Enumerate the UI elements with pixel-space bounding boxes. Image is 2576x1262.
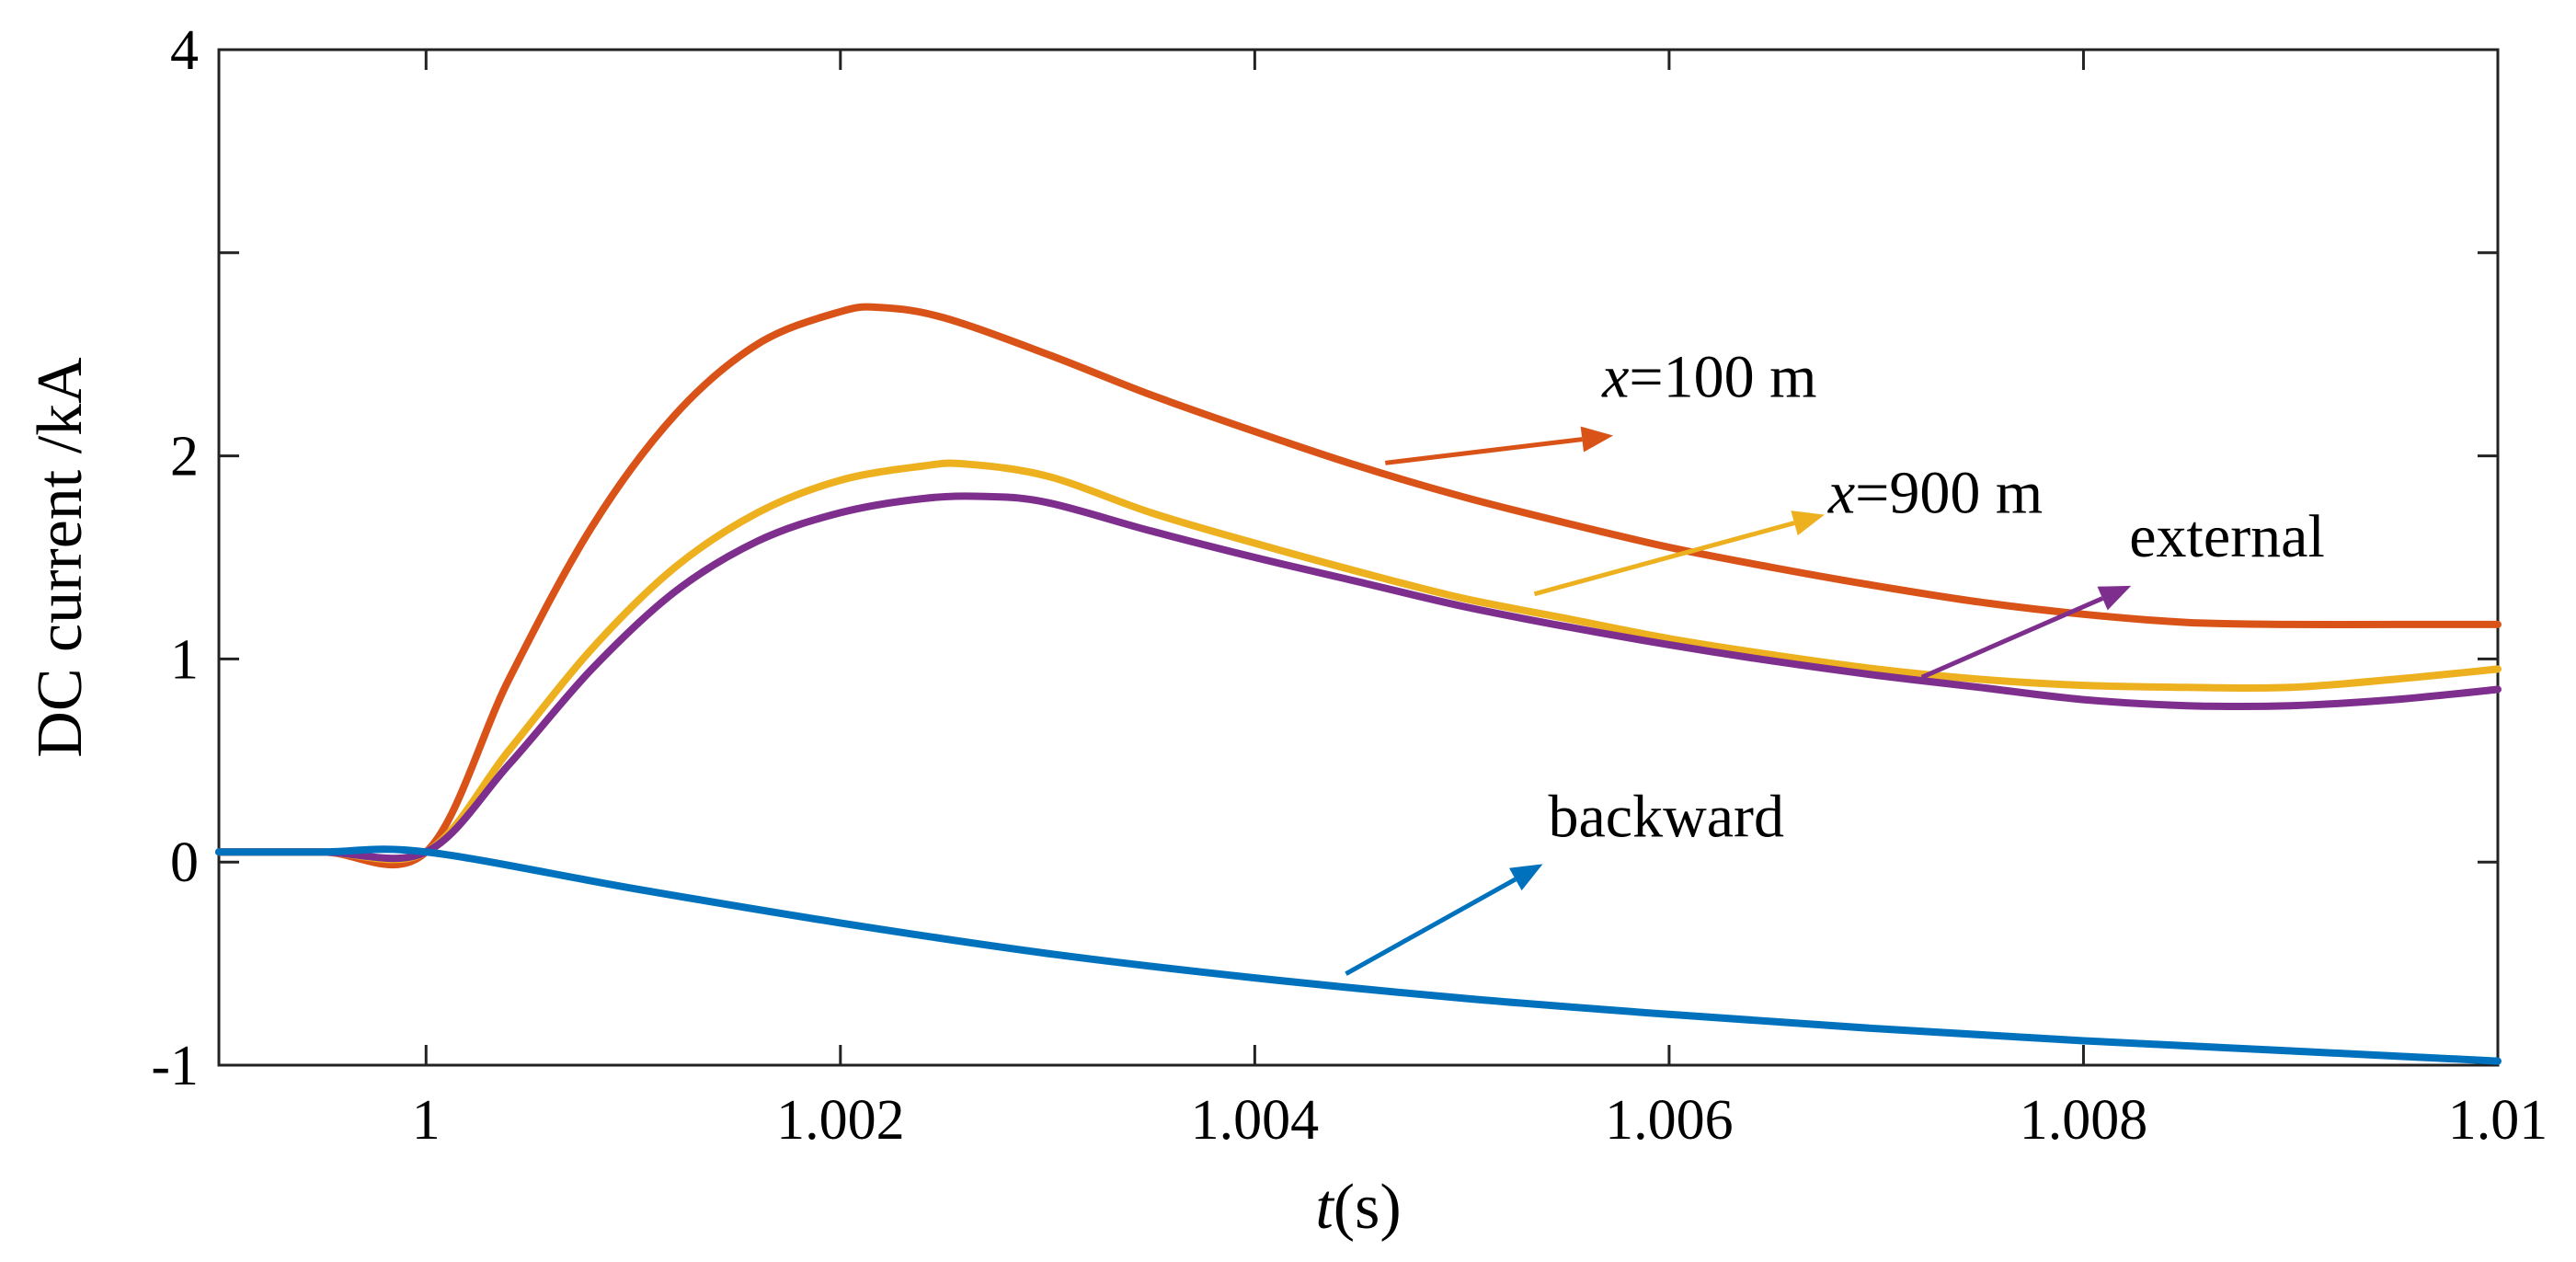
arrow-shaft-x-900-m [1533,521,1795,597]
x-tick-label: 1.006 [1605,1089,1734,1152]
arrow-head-x-100-m [1580,426,1614,453]
annotation-label-x-900-m: x=900 m [1827,460,2043,527]
annotation-label-external: external [2129,503,2325,570]
annotation-label-text: =100 m [1629,344,1816,411]
annotation-label-italic: x [1827,460,1855,527]
y-tick-label: 4 [170,19,199,82]
annotation-label-italic: x [1601,344,1629,411]
y-tick-label: 2 [170,426,199,488]
arrow-head-x-900-m [1791,511,1825,536]
series-line-backward [215,845,2502,1065]
arrow-shaft-external [1920,596,2104,680]
x-tick-label: 1 [412,1089,441,1152]
arrow-shaft-backward [1345,877,1517,976]
x-tick-label: 1.008 [2020,1089,2148,1152]
x-axis-label-italic: t [1315,1172,1334,1243]
arrow-shaft-x-100-m [1384,437,1583,465]
x-tick-label: 1.004 [1191,1089,1320,1152]
annotation-label-text: =900 m [1855,460,2043,527]
arrow-head-backward [1508,864,1543,891]
annotation-label-backward: backward [1548,783,1784,850]
series-line-x-100-m [215,303,2502,869]
annotation-label-text: backward [1548,783,1784,850]
x-tick-label: 1.01 [2448,1089,2548,1152]
arrow-head-external [2097,585,2132,611]
x-axis-label-unit: (s) [1334,1172,1402,1243]
series-line-external [215,492,2502,863]
y-tick-label: -1 [151,1035,199,1097]
annotation-label-text: external [2129,503,2325,570]
y-tick-label: 1 [170,628,199,691]
annotation-label-x-100-m: x=100 m [1601,344,1816,411]
plot-area [217,48,2500,1067]
y-axis-label: DC current /kA [25,357,96,758]
series-group [215,303,2502,1065]
plot-frame [217,48,2500,1067]
x-tick-label: 1.002 [776,1089,905,1152]
series-line-x-900-m [215,459,2502,864]
axis-ticks: 1 1.002 1.004 1.006 1.008 1.01 -1 0 1 2 4 [151,19,2547,1152]
y-tick-label: 0 [170,832,199,894]
x-axis-label: t(s) [1315,1172,1401,1243]
